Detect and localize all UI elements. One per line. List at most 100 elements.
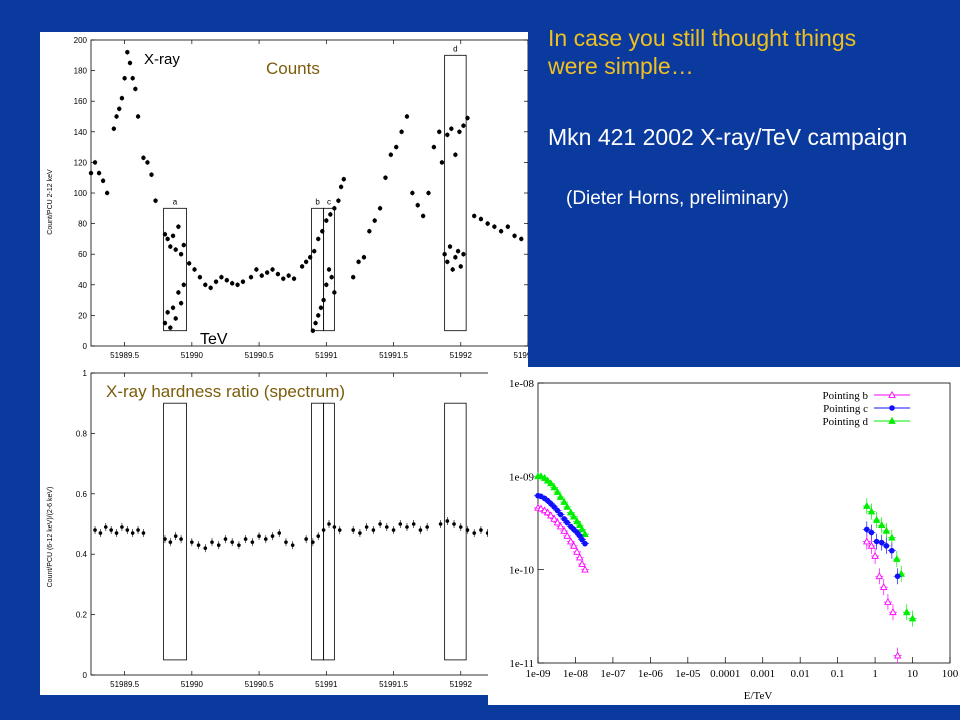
counts-data-point [281,276,286,281]
counts-x-tick-label: 51992.5 [514,351,528,360]
counts-data-point [316,236,321,242]
counts-data-point [264,270,270,275]
hardness-data-point [337,528,342,532]
sed-legend-label: Pointing d [822,416,868,428]
hardness-data-point [452,522,456,526]
hardness-plot-background [40,367,528,695]
heading: In case you still thought things were si… [548,24,958,80]
sed-data-point [889,608,897,616]
counts-data-point [367,229,372,234]
counts-data-point [465,115,470,121]
counts-data-point [312,248,317,254]
sed-data-point [557,511,564,518]
counts-data-point [449,126,454,131]
counts-data-point [326,267,332,272]
hardness-x-tick-label: 51991.5 [379,680,408,689]
counts-data-point [437,129,442,134]
counts-data-point [114,114,119,119]
hardness-data-point [284,540,288,544]
counts-data-point [447,244,453,249]
counts-title: Counts [266,59,320,78]
counts-data-point [320,229,325,234]
counts-data-point [313,320,318,326]
hardness-data-point [120,525,124,529]
counts-y-tick-label: 100 [74,189,88,198]
sed-data-point [877,520,886,528]
sed-data-point [582,540,588,547]
heading-line-1: In case you still thought things [548,25,857,51]
counts-data-point [505,224,511,229]
counts-y-tick-label: 120 [74,158,88,167]
counts-data-point [450,267,455,272]
counts-data-point [329,274,334,280]
counts-data-point [173,316,178,321]
sed-data-point [563,531,571,539]
counts-data-point [133,86,138,92]
hardness-y-tick-label: 0.4 [76,550,88,559]
counts-data-point [145,160,150,165]
counts-plot-background [40,32,528,367]
sed-data-point [581,530,589,538]
counts-data-point [478,216,484,222]
counts-data-point [332,206,337,211]
counts-data-point [383,175,388,180]
counts-data-point [104,190,110,196]
sed-data-point [875,572,884,580]
counts-data-point [275,271,281,277]
hardness-data-point [316,534,321,538]
hardness-data-point [465,528,470,532]
counts-data-point [235,282,240,287]
sed-data-point [551,504,557,510]
counts-data-point [168,325,173,330]
counts-data-point [219,274,224,280]
sed-data-point [569,512,578,520]
hardness-data-point [93,528,97,532]
counts-data-point [111,126,117,131]
counts-data-point [316,313,321,318]
sed-x-tick-label: 0.01 [791,668,810,680]
counts-data-point [96,170,102,176]
hardness-y-tick-label: 0.8 [76,429,88,438]
sed-legend-label: Pointing b [822,390,868,402]
counts-data-point [485,221,490,226]
sed-x-tick-label: 0.1 [831,668,845,680]
sed-x-tick-label: 1 [872,668,878,680]
counts-data-point [173,247,178,252]
counts-data-point [248,274,254,280]
counts-data-point [324,282,329,287]
counts-x-tick-label: 51990.5 [245,351,274,360]
hardness-data-point [405,525,409,529]
sed-data-point [543,476,552,484]
counts-data-point [307,255,313,260]
counts-data-point [127,60,133,66]
counts-data-point [165,236,170,242]
hardness-data-point [125,528,130,532]
hardness-data-point [358,531,362,535]
hardness-data-point [311,540,315,544]
counts-data-point [141,155,146,161]
hardness-data-point [398,522,403,526]
hardness-window-box [163,402,187,661]
counts-data-point [178,252,184,257]
hardness-data-point [438,522,443,526]
spectrum-sed-chart: 1e-11 1e-10 1e-09 1e-08 1e-09 1e-08 1e-07 1e-06… [488,367,960,705]
sed-data-point [563,502,571,510]
sed-series-b [534,503,902,664]
counts-data-point [426,190,431,196]
counts-data-point [351,274,356,280]
hardness-data-point [472,531,477,535]
sed-data-point [893,554,901,562]
hardness-x-tick-label: 51990 [181,680,204,689]
sed-legend-label: Pointing c [823,403,868,415]
counts-data-point [453,255,458,260]
sed-data-point [884,597,892,605]
counts-data-point [461,252,466,257]
counts-y-tick-label: 160 [74,97,88,106]
sed-data-point [564,519,570,526]
hardness-data-point [418,528,423,532]
sed-x-tick-label: 100 [942,668,959,680]
counts-data-point [153,198,158,203]
sed-x-tick-label: 1e-06 [638,668,664,680]
counts-data-point [492,224,497,229]
